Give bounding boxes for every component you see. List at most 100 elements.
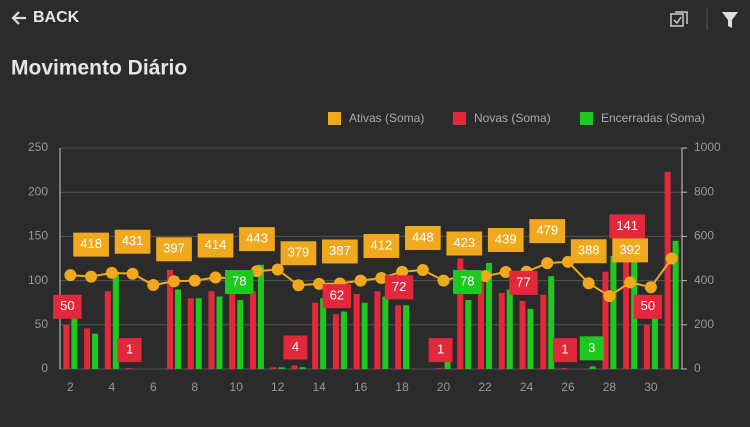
data-label-box — [363, 233, 400, 258]
y2-tick-label: 800 — [694, 184, 714, 198]
y-tick-label: 200 — [28, 184, 48, 198]
y-tick-label: 100 — [28, 273, 48, 287]
bar — [664, 171, 671, 369]
data-label: 388 — [578, 243, 600, 258]
bar — [167, 269, 174, 369]
y-tick-label: 250 — [28, 140, 48, 154]
y2-tick-label: 0 — [694, 361, 701, 375]
x-tick-label: 4 — [108, 380, 115, 394]
data-label: 423 — [453, 235, 475, 250]
data-label: 1 — [437, 342, 444, 357]
bar — [436, 368, 443, 369]
icon-box — [670, 13, 684, 27]
line-point — [437, 274, 450, 287]
back-arrow — [11, 11, 26, 25]
data-label-box — [283, 335, 308, 360]
bar — [478, 282, 485, 369]
x-tick-label: 6 — [150, 380, 157, 394]
data-label-box — [280, 241, 317, 266]
x-tick-label: 16 — [354, 380, 368, 394]
bar — [278, 367, 285, 369]
data-label-box — [53, 294, 82, 319]
data-label: 392 — [619, 242, 641, 257]
line-point — [665, 252, 678, 265]
line — [70, 257, 673, 298]
data-label-box — [487, 227, 524, 252]
data-label: 78 — [232, 273, 246, 288]
line-point — [624, 276, 637, 289]
y2-tick-label: 200 — [694, 317, 714, 331]
data-label-box — [114, 229, 151, 254]
line-point — [64, 269, 77, 282]
line-point — [375, 271, 388, 284]
bar — [560, 368, 567, 369]
legend-swatch — [453, 112, 466, 125]
bar — [270, 367, 277, 369]
x-tick-label: 20 — [437, 380, 451, 394]
line-point — [396, 265, 409, 278]
data-label-box — [239, 227, 275, 252]
data-label: 3 — [588, 340, 595, 355]
bar — [332, 314, 339, 369]
icon-check — [673, 16, 682, 25]
data-label: 418 — [80, 236, 102, 251]
data-label: 4 — [292, 339, 299, 354]
bar — [249, 291, 256, 369]
bar — [353, 293, 360, 369]
bar — [498, 292, 505, 369]
line-point — [582, 277, 595, 290]
bar — [465, 300, 472, 369]
bar — [291, 365, 298, 369]
bar — [63, 324, 70, 369]
y2-tick-label: 400 — [694, 273, 714, 287]
line-point — [313, 277, 326, 290]
data-label: 414 — [205, 237, 227, 252]
bar — [92, 333, 99, 369]
line-point — [126, 267, 139, 280]
line-point — [168, 275, 181, 288]
data-label: 431 — [122, 233, 144, 248]
bar — [320, 298, 327, 369]
bar — [602, 271, 609, 369]
x-tick-label: 12 — [271, 380, 285, 394]
back-label: BACK — [33, 9, 80, 26]
data-label-box — [609, 214, 646, 239]
data-label: 448 — [412, 229, 434, 244]
filter-icon[interactable] — [722, 12, 738, 28]
data-label: 387 — [329, 243, 351, 258]
x-tick-label: 28 — [603, 380, 617, 394]
line-point — [292, 279, 305, 292]
data-label: 443 — [246, 231, 268, 246]
data-label-box — [322, 239, 358, 264]
data-label-box — [579, 336, 604, 361]
data-label: 1 — [561, 342, 568, 357]
x-tick-label: 10 — [230, 380, 244, 394]
chart-title: Movimento Diário — [11, 57, 187, 80]
x-tick-label: 14 — [312, 380, 326, 394]
y-tick-label: 150 — [28, 229, 48, 243]
y-tick-label: 50 — [35, 317, 49, 331]
y2-tick-label: 600 — [694, 229, 714, 243]
legend-label: Ativas (Soma) — [349, 111, 424, 125]
line-point — [499, 265, 512, 278]
data-label-box — [224, 270, 254, 295]
data-label-box — [570, 239, 607, 264]
line-point — [105, 266, 118, 279]
data-label-box — [633, 294, 663, 319]
x-tick-label: 26 — [561, 380, 575, 394]
data-label-box — [552, 338, 577, 363]
legend-swatch — [580, 112, 593, 125]
line-point — [250, 265, 263, 278]
bar — [519, 300, 526, 369]
expand-icon[interactable] — [670, 11, 688, 27]
x-tick-label: 24 — [520, 380, 534, 394]
x-tick-label: 22 — [478, 380, 492, 394]
icon-box-back — [675, 11, 688, 24]
back-button[interactable]: BACK — [11, 9, 80, 26]
data-label: 141 — [616, 218, 638, 233]
data-label-box — [404, 225, 441, 250]
bar — [527, 308, 534, 369]
line-point — [271, 263, 284, 276]
